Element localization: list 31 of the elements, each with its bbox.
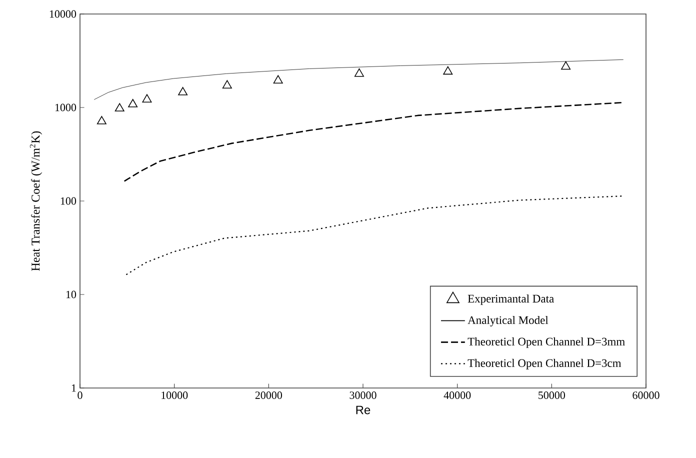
x-tick-label: 60000 — [632, 392, 660, 399]
point — [443, 66, 453, 75]
point — [96, 116, 106, 124]
legend-label: Analytical Model — [468, 316, 548, 326]
x-tick-label: 50000 — [538, 392, 565, 399]
x-tick-label: 20000 — [255, 392, 282, 399]
y-tick-label: 1000 — [55, 104, 76, 112]
x-tick-label: 40000 — [444, 392, 471, 399]
point — [142, 94, 152, 102]
point — [273, 75, 283, 84]
point — [178, 87, 188, 96]
y-tick-label: 100 — [60, 197, 76, 205]
legend-label: Experimantal Data — [468, 294, 554, 305]
y-tick-label: 1 — [72, 384, 76, 392]
point — [354, 68, 364, 77]
x-axis-title: Re — [356, 406, 370, 414]
point — [561, 61, 571, 70]
x-tick-label: 10000 — [162, 392, 188, 399]
y-tick-label: 10 — [66, 290, 76, 298]
y-axis-title: Heat Transfer Coef (W/m$^{2}$K) — [30, 131, 42, 271]
x-tick-label: 0 — [78, 392, 82, 399]
line-series — [124, 102, 624, 182]
legend-label: Theoreticl Open Channel D=3cm — [468, 358, 622, 370]
point — [128, 98, 138, 108]
legend-label: Theoreticl Open Channel D=3mm — [468, 337, 625, 348]
x-tick-label: 30000 — [350, 392, 376, 399]
point — [114, 103, 124, 112]
line-series — [94, 59, 624, 100]
y-tick-label: 10000 — [50, 10, 76, 18]
line-series — [126, 195, 624, 276]
point — [222, 80, 232, 88]
